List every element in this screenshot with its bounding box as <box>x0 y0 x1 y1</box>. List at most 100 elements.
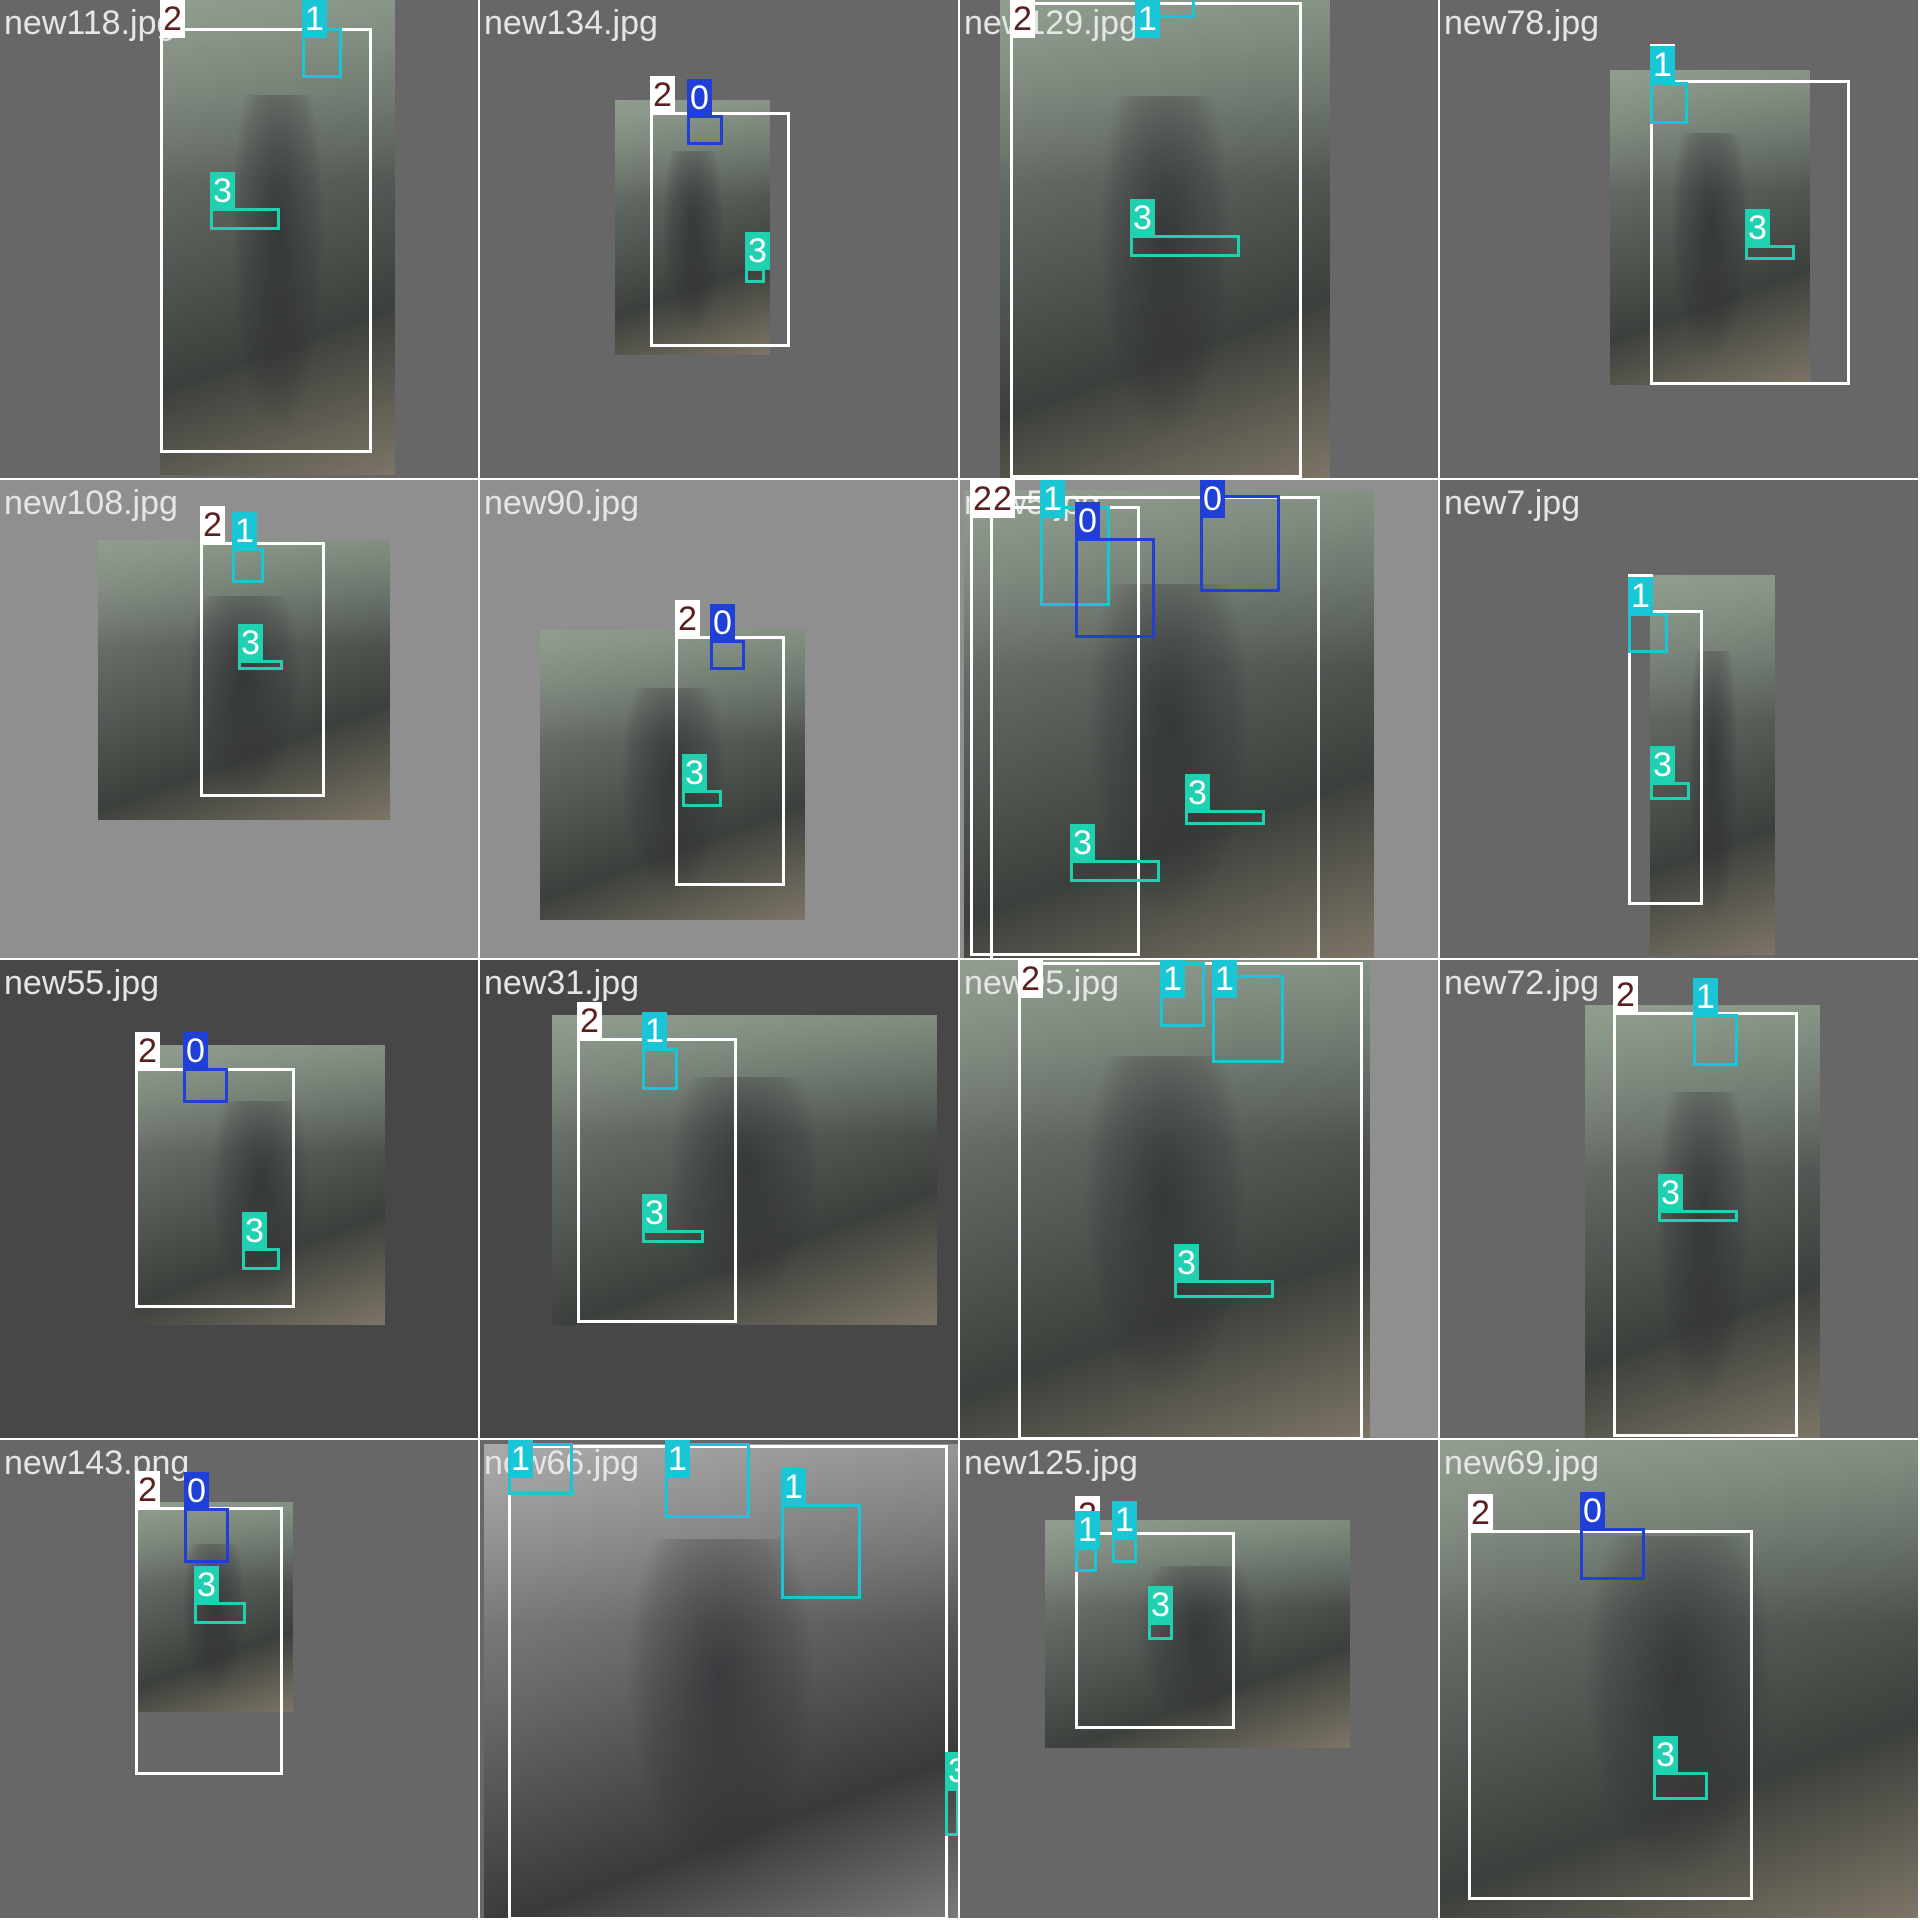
image-filename: new55.jpg <box>4 966 159 1000</box>
bounding-box <box>1580 1528 1645 1580</box>
image-filename: new108.jpg <box>4 486 178 520</box>
bounding-box <box>1650 82 1688 124</box>
class-label: 1 <box>1075 1511 1100 1549</box>
image-filename: new118.jpg <box>4 6 175 40</box>
image-filename: new125.jpg <box>964 1446 1138 1480</box>
class-label: 2 <box>675 600 700 638</box>
class-label: 3 <box>1658 1174 1683 1212</box>
bounding-box <box>781 1504 861 1599</box>
class-label: 2 <box>990 480 1015 518</box>
class-label: 1 <box>302 0 327 38</box>
class-label: 1 <box>1628 577 1653 615</box>
mosaic-tile: new72.jpg 2 1 3 <box>1440 960 1918 1438</box>
class-label: 0 <box>1580 1492 1605 1530</box>
bounding-box <box>135 1068 295 1308</box>
class-label: 3 <box>1185 774 1210 812</box>
mosaic-tile: new5.jpg 2 1 0 2 0 3 3 <box>960 480 1438 958</box>
class-label: 3 <box>1653 1736 1678 1774</box>
class-label: 3 <box>1148 1586 1173 1624</box>
image-filename: new72.jpg <box>1444 966 1599 1000</box>
class-label: 3 <box>1070 824 1095 862</box>
image-filename: new69.jpg <box>1444 1446 1599 1480</box>
class-label: 1 <box>781 1468 806 1506</box>
class-label: 0 <box>1075 502 1100 540</box>
bounding-box <box>1174 1280 1274 1298</box>
class-label: 2 <box>1468 1494 1493 1532</box>
bounding-box <box>650 112 790 347</box>
image-filename: new7.jpg <box>1444 486 1580 520</box>
class-label: 0 <box>687 79 712 117</box>
bounding-box <box>232 548 264 583</box>
class-label: 2 <box>577 1002 602 1040</box>
bounding-box <box>1653 1772 1708 1800</box>
image-filename: new134.jpg <box>484 6 658 40</box>
class-label: 1 <box>1160 960 1185 998</box>
image-filename: new31.jpg <box>484 966 639 1000</box>
class-label: 1 <box>1135 0 1160 38</box>
bounding-box <box>1130 235 1240 257</box>
bounding-box <box>1018 962 1363 1438</box>
bounding-box <box>682 790 722 807</box>
class-label: 3 <box>745 232 770 270</box>
bounding-box <box>710 640 745 670</box>
class-label: 1 <box>665 1440 690 1478</box>
class-label: 1 <box>508 1440 533 1478</box>
mosaic-tile: new95.jpg2113 <box>960 960 1438 1438</box>
bounding-box <box>184 1508 229 1563</box>
class-label: 3 <box>242 1212 267 1250</box>
class-label: 2 <box>650 76 675 114</box>
class-label: 2 <box>160 0 185 38</box>
bounding-box <box>1070 860 1160 882</box>
bounding-box <box>1745 245 1795 260</box>
bounding-box <box>160 28 372 453</box>
image-filename: new90.jpg <box>484 486 639 520</box>
mosaic-tile: new118.jpg 2 1 3 <box>0 0 478 478</box>
class-label: 3 <box>945 1752 958 1790</box>
bounding-box <box>745 268 765 283</box>
class-label: 3 <box>1650 746 1675 784</box>
image-filename: new143.png <box>4 1446 189 1480</box>
bounding-box <box>1112 1537 1137 1563</box>
class-label: 1 <box>1040 480 1065 518</box>
mosaic-tile: new108.jpg 2 1 3 <box>0 480 478 958</box>
bounding-box <box>1613 1012 1798 1437</box>
class-label: 1 <box>232 512 257 550</box>
bounding-box <box>945 1788 958 1836</box>
class-label: 1 <box>1212 960 1237 998</box>
mosaic-tile: new31.jpg 2 1 3 <box>480 960 958 1438</box>
class-label: 0 <box>183 1032 208 1070</box>
class-label: 3 <box>1130 199 1155 237</box>
class-label: 2 <box>135 1471 160 1509</box>
class-label: 3 <box>238 624 263 662</box>
bounding-box <box>1075 1547 1097 1572</box>
mosaic-tile: new69.jpg 2 0 3 <box>1440 1440 1918 1918</box>
mosaic-tile: new129.jpg 2 1 3 <box>960 0 1438 478</box>
class-label: 1 <box>642 1012 667 1050</box>
class-label: 3 <box>1745 209 1770 247</box>
bounding-box <box>210 208 280 230</box>
class-label: 0 <box>710 604 735 642</box>
class-label: 3 <box>642 1194 667 1232</box>
bounding-box <box>1628 613 1668 653</box>
bounding-box <box>1185 810 1265 825</box>
bounding-box <box>642 1048 678 1090</box>
mosaic-tile: new125.jpg2113 <box>960 1440 1438 1918</box>
class-label: 2 <box>200 506 225 544</box>
class-label: 3 <box>1174 1244 1199 1282</box>
image-filename: new78.jpg <box>1444 6 1599 40</box>
class-label: 0 <box>1200 480 1225 518</box>
mosaic-tile: new55.jpg 2 0 3 <box>0 960 478 1438</box>
bounding-box <box>1468 1530 1753 1900</box>
mosaic-tile: new66.jpg21113 <box>480 1440 958 1918</box>
mosaic-tile: new134.jpg 2 0 3 <box>480 0 958 478</box>
bounding-box <box>1650 782 1690 800</box>
class-label: 3 <box>194 1566 219 1604</box>
bounding-box <box>1148 1622 1173 1640</box>
class-label: 3 <box>682 754 707 792</box>
class-label: 2 <box>135 1032 160 1070</box>
mosaic-tile: new90.jpg 2 0 3 <box>480 480 958 958</box>
class-label: 2 <box>1018 960 1043 998</box>
class-label: 1 <box>1650 46 1675 84</box>
